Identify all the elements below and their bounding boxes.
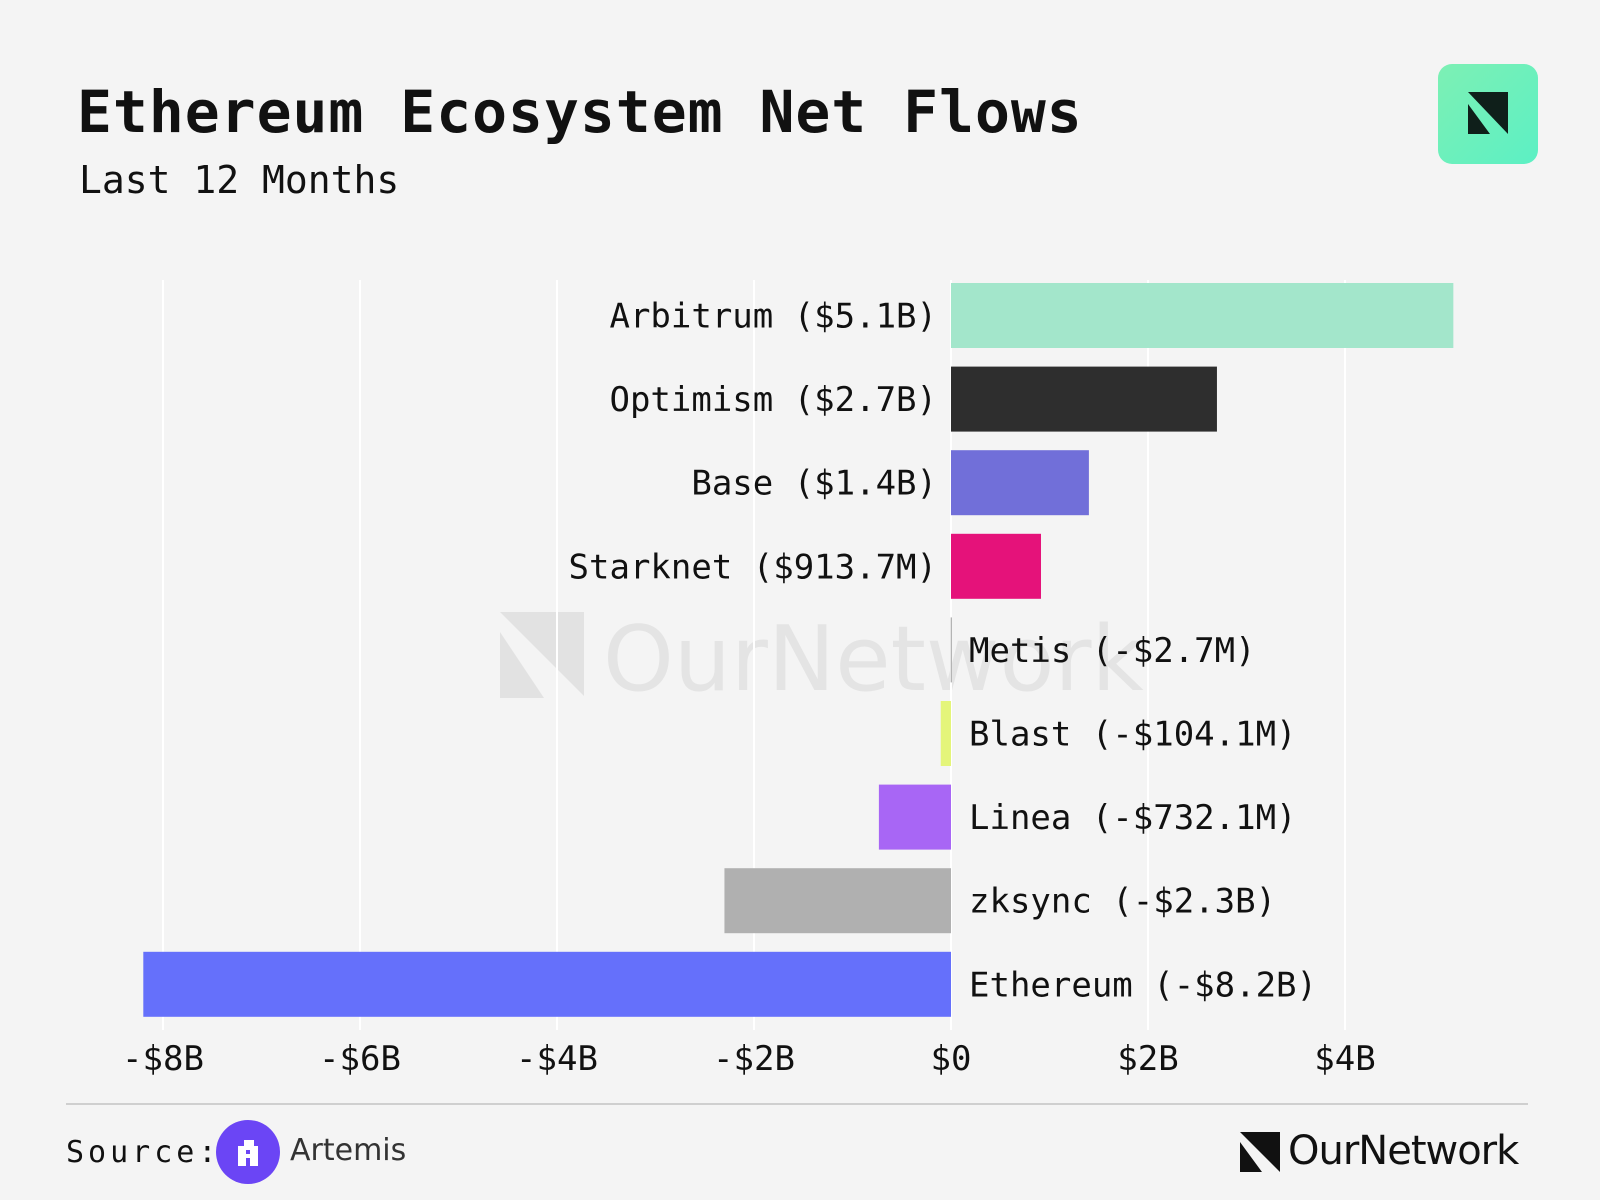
watermark-logo-icon — [500, 612, 584, 698]
bar-arbitrum — [951, 283, 1454, 348]
x-tick-label: -$8B — [122, 1039, 204, 1079]
bar-label-zksync: zksync (-$2.3B) — [969, 882, 1276, 922]
bar-label-linea: Linea (-$732.1M) — [969, 798, 1297, 838]
bar-label-metis: Metis (-$2.7M) — [969, 631, 1256, 671]
x-tick-label: -$2B — [713, 1039, 795, 1079]
artemis-logo-icon — [216, 1120, 280, 1184]
bar-label-base: Base ($1.4B) — [691, 464, 937, 504]
source-label: Source: — [66, 1135, 221, 1170]
x-tick-label: $0 — [931, 1039, 972, 1079]
source-name: Artemis — [290, 1133, 407, 1168]
x-tick-label: -$4B — [516, 1039, 598, 1079]
watermark-text: OurNetwork — [603, 607, 1144, 712]
bar-metis — [950, 617, 952, 683]
chart-subtitle: Last 12 Months — [79, 158, 400, 202]
bar-linea — [878, 784, 951, 850]
bar-label-arbitrum: Arbitrum ($5.1B) — [609, 297, 937, 337]
bar-base — [951, 450, 1089, 516]
brand-name: OurNetwork — [1288, 1128, 1519, 1174]
bar-ethereum — [143, 951, 952, 1017]
bar-blast — [940, 701, 951, 766]
ournetwork-logo-icon — [1438, 64, 1538, 164]
bar-label-ethereum: Ethereum (-$8.2B) — [969, 965, 1317, 1005]
x-tick-label: -$6B — [319, 1039, 401, 1079]
bar-label-starknet: Starknet ($913.7M) — [569, 547, 937, 587]
ournetwork-logo-icon — [1240, 1132, 1280, 1172]
bar-zksync — [724, 868, 951, 934]
x-tick-label: $2B — [1117, 1039, 1178, 1079]
bar-label-optimism: Optimism ($2.7B) — [609, 380, 937, 420]
bar-starknet — [951, 533, 1041, 599]
bar-label-blast: Blast (-$104.1M) — [969, 715, 1297, 755]
x-tick-label: $4B — [1314, 1039, 1375, 1079]
bar-optimism — [951, 366, 1217, 432]
net-flows-bar-chart: OurNetwork -$8B -$6B -$4B -$2B $0 $2B $4B Arbitr… — [122, 280, 1454, 1079]
chart-title: Ethereum Ecosystem Net Flows — [77, 78, 1083, 146]
footer-divider — [66, 1103, 1528, 1105]
watermark: OurNetwork — [500, 607, 1144, 712]
